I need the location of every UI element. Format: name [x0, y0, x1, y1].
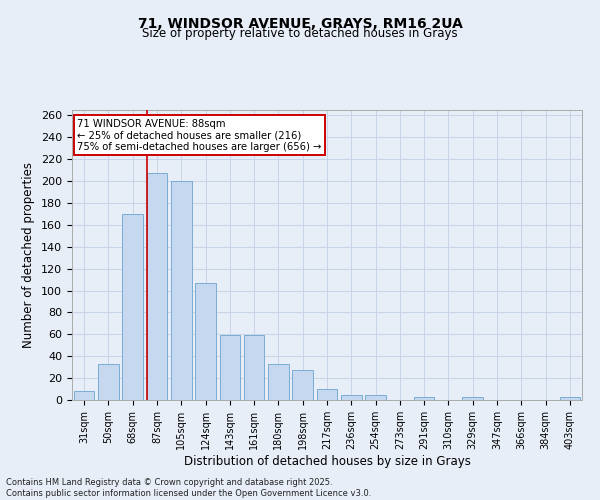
Bar [317, 389, 337, 400]
Bar [146, 174, 167, 400]
Bar [74, 391, 94, 400]
Text: Contains HM Land Registry data © Crown copyright and database right 2025.
Contai: Contains HM Land Registry data © Crown c… [6, 478, 371, 498]
Bar [292, 370, 313, 400]
Y-axis label: Number of detached properties: Number of detached properties [22, 162, 35, 348]
Bar [195, 283, 216, 400]
Bar [98, 364, 119, 400]
Bar [560, 396, 580, 400]
Bar [268, 364, 289, 400]
Bar [122, 214, 143, 400]
Bar [341, 394, 362, 400]
Bar [220, 336, 240, 400]
Bar [414, 396, 434, 400]
X-axis label: Distribution of detached houses by size in Grays: Distribution of detached houses by size … [184, 454, 470, 468]
Bar [171, 181, 191, 400]
Bar [463, 396, 483, 400]
Bar [365, 394, 386, 400]
Text: 71, WINDSOR AVENUE, GRAYS, RM16 2UA: 71, WINDSOR AVENUE, GRAYS, RM16 2UA [137, 18, 463, 32]
Text: Size of property relative to detached houses in Grays: Size of property relative to detached ho… [142, 28, 458, 40]
Bar [244, 336, 265, 400]
Text: 71 WINDSOR AVENUE: 88sqm
← 25% of detached houses are smaller (216)
75% of semi-: 71 WINDSOR AVENUE: 88sqm ← 25% of detach… [77, 118, 322, 152]
